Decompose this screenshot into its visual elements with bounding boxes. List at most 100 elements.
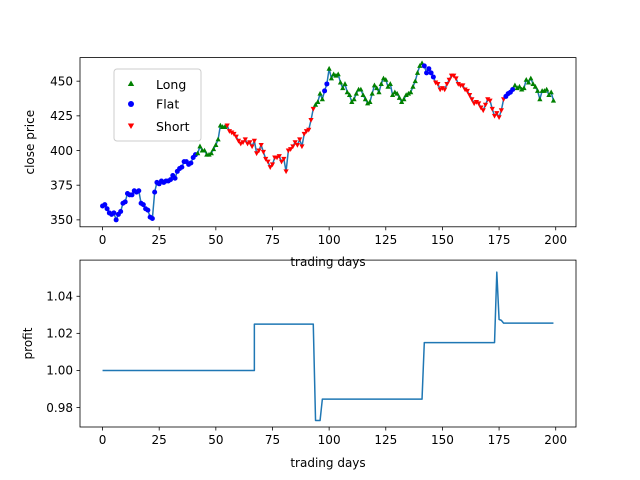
- marker-short: [435, 81, 441, 87]
- marker-flat: [424, 70, 430, 76]
- marker-long: [360, 92, 366, 98]
- profit-chart-frame: [79, 259, 577, 428]
- marker-long: [389, 92, 396, 98]
- marker-short: [256, 148, 262, 154]
- marker-short: [281, 156, 287, 162]
- marker-long: [335, 71, 341, 77]
- marker-short: [482, 102, 489, 108]
- marker-short: [258, 142, 264, 148]
- marker-long: [206, 151, 212, 157]
- y-tick-label: 1.02: [46, 327, 73, 341]
- marker-long: [215, 136, 221, 142]
- marker-short: [226, 129, 233, 134]
- marker-long: [337, 79, 344, 85]
- marker-long: [385, 83, 391, 89]
- marker-long: [387, 81, 393, 86]
- profit-x-axis-label: trading days: [290, 456, 365, 470]
- price-chart-frame: [79, 57, 577, 228]
- marker-long: [317, 90, 323, 96]
- y-tick-label: 1.00: [46, 364, 73, 378]
- marker-flat: [149, 215, 155, 221]
- marker-long: [333, 72, 339, 78]
- marker-short: [283, 169, 289, 175]
- marker-flat: [179, 164, 185, 170]
- marker-long: [546, 92, 552, 98]
- marker-long: [516, 83, 523, 89]
- x-tick-label: 25: [152, 233, 167, 247]
- marker-flat: [104, 206, 110, 212]
- profit-y-ticks: 0.98 1.00 1.02 1.04: [46, 290, 80, 415]
- marker-long: [365, 100, 371, 106]
- legend-marker-flat: [128, 101, 134, 107]
- profit-chart: 0 25 50 75 100 125 150 175 200 0.981.001.021.04 …: [21, 259, 577, 470]
- x-tick-label: 25: [152, 433, 167, 447]
- marker-short: [480, 108, 486, 114]
- marker-long: [326, 65, 332, 71]
- marker-flat: [111, 210, 117, 216]
- marker-long: [383, 76, 389, 82]
- profit-x-ticks: 0 25 50 75 100 125 150 175 200: [99, 427, 567, 447]
- marker-long: [408, 89, 414, 95]
- legend-entry-flat: Flat: [128, 97, 179, 112]
- marker-flat: [428, 70, 434, 76]
- marker-short: [247, 140, 253, 145]
- x-tick-label: 100: [318, 433, 341, 447]
- marker-short: [249, 144, 255, 150]
- y-tick-label: 425: [50, 109, 73, 123]
- x-tick-label: 100: [318, 233, 341, 247]
- marker-long: [362, 96, 368, 102]
- marker-long: [195, 150, 201, 156]
- marker-long: [394, 90, 400, 96]
- marker-flat: [122, 199, 128, 205]
- marker-long: [358, 86, 364, 92]
- marker-flat: [168, 177, 174, 183]
- marker-long: [512, 82, 518, 88]
- marker-long: [537, 96, 543, 102]
- profit-y-axis-label: profit: [21, 327, 35, 359]
- marker-short: [487, 98, 493, 104]
- y-tick-label: 1.04: [46, 290, 73, 304]
- marker-long: [376, 89, 382, 95]
- marker-long: [197, 143, 203, 149]
- x-tick-label: 50: [208, 233, 223, 247]
- price-x-axis-label: trading days: [290, 255, 365, 269]
- marker-long: [519, 86, 525, 92]
- marker-flat: [421, 63, 427, 69]
- marker-long: [367, 99, 373, 104]
- marker-short: [263, 156, 269, 162]
- marker-long: [374, 85, 380, 91]
- legend: Long Flat Short: [113, 68, 202, 142]
- marker-long: [532, 83, 538, 89]
- marker-long: [534, 88, 541, 93]
- marker-long: [550, 97, 557, 103]
- marker-short: [278, 159, 285, 165]
- marker-short: [290, 144, 296, 150]
- x-tick-label: 50: [208, 433, 223, 447]
- marker-long: [312, 101, 319, 107]
- marker-flat: [129, 192, 135, 198]
- y-tick-label: 0.98: [46, 401, 73, 415]
- marker-flat: [188, 160, 194, 166]
- marker-flat: [102, 202, 108, 208]
- x-tick-label: 125: [374, 433, 397, 447]
- marker-short: [292, 140, 298, 145]
- marker-short: [464, 88, 470, 94]
- marker-long: [222, 124, 228, 129]
- y-tick-label: 350: [50, 213, 73, 227]
- marker-long: [523, 76, 529, 82]
- x-tick-label: 75: [265, 233, 280, 247]
- legend-marker-short: [127, 123, 135, 129]
- legend-entry-long: Long: [127, 77, 186, 92]
- marker-long: [521, 85, 527, 91]
- marker-short: [231, 131, 237, 137]
- marker-long: [315, 99, 321, 104]
- marker-short: [299, 144, 305, 150]
- marker-short: [310, 106, 316, 112]
- marker-short: [242, 137, 248, 143]
- y-tick-label: 450: [50, 74, 73, 88]
- profit-series-line: [102, 271, 554, 422]
- marker-long: [544, 86, 550, 92]
- marker-short: [476, 101, 482, 107]
- x-tick-label: 175: [488, 233, 511, 247]
- marker-short: [439, 86, 446, 91]
